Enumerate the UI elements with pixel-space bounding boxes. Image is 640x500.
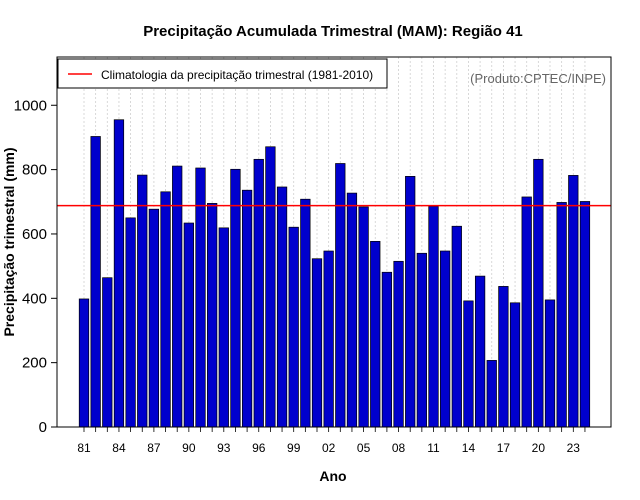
- bar-95: [241, 189, 253, 428]
- bar-87: [148, 208, 160, 428]
- y-tick-label-800: 800: [22, 162, 47, 179]
- bar-16: [486, 360, 497, 428]
- chart-title: Precipitação Acumulada Trimestral (MAM):…: [143, 23, 523, 40]
- bar-series: [78, 119, 591, 428]
- bar-24: [579, 201, 591, 428]
- y-tick-label-600: 600: [22, 226, 47, 243]
- x-tick-label-11: 11: [427, 441, 440, 455]
- bar-09: [405, 176, 416, 428]
- bar-19: [521, 196, 532, 428]
- bar-10: [416, 252, 427, 428]
- bar-15: [474, 275, 486, 428]
- bar-84: [113, 119, 125, 428]
- y-tick-label-0: 0: [39, 419, 47, 436]
- plot-frame: [56, 56, 612, 428]
- x-tick-label-96: 96: [252, 441, 266, 455]
- bar-11: [428, 205, 439, 428]
- x-tick-label-08: 08: [392, 441, 406, 455]
- y-tick-label-1000: 1000: [14, 97, 47, 114]
- grid-lines: [83, 57, 586, 427]
- bar-97: [265, 146, 276, 428]
- bar-83: [102, 277, 113, 428]
- bar-82: [90, 136, 101, 428]
- bar-81: [78, 298, 90, 428]
- bar-21: [544, 299, 556, 428]
- legend-box: [57, 58, 388, 89]
- bar-23: [568, 175, 579, 428]
- x-tick-label-14: 14: [462, 441, 476, 455]
- bar-00: [300, 198, 311, 428]
- x-tick-label-23: 23: [567, 441, 581, 455]
- x-tick-label-02: 02: [322, 441, 336, 455]
- bar-92: [207, 203, 218, 428]
- bar-99: [288, 226, 299, 428]
- x-tick-label-81: 81: [77, 441, 91, 455]
- bar-13: [451, 225, 462, 428]
- bar-06: [370, 241, 381, 428]
- x-tick-label-05: 05: [357, 441, 371, 455]
- x-tick-label-87: 87: [147, 441, 161, 455]
- bar-02: [323, 250, 334, 428]
- legend: Climatologia da precipitação trimestral …: [57, 58, 388, 89]
- bar-86: [137, 174, 148, 428]
- bar-22: [556, 202, 567, 428]
- x-tick-label-84: 84: [112, 441, 126, 455]
- bar-96: [253, 158, 264, 428]
- x-tick-label-17: 17: [497, 441, 511, 455]
- bar-88: [160, 191, 171, 428]
- bar-94: [230, 168, 241, 428]
- bar-85: [125, 217, 136, 428]
- bar-03: [335, 163, 346, 428]
- x-axis: 81 84 87 90 93 96 99 02 05 08 11 14 17 20 23: [77, 427, 586, 455]
- bar-12: [440, 250, 451, 428]
- bar-20: [533, 158, 544, 428]
- bar-17: [498, 286, 509, 428]
- bar-08: [393, 260, 404, 428]
- bar-05: [358, 206, 369, 428]
- bar-01: [311, 258, 323, 428]
- legend-climatology-label: Climatologia da precipitação trimestral …: [101, 68, 373, 82]
- bar-90: [183, 222, 194, 428]
- y-axis: 0 200 400 600 800 1000: [14, 97, 57, 436]
- x-tick-label-90: 90: [182, 441, 196, 455]
- credit-text: (Produto:CPTEC/INPE): [470, 71, 606, 86]
- bar-14: [463, 300, 474, 428]
- x-tick-label-93: 93: [217, 441, 231, 455]
- bar-18: [509, 302, 521, 428]
- x-tick-label-20: 20: [532, 441, 546, 455]
- bar-98: [276, 186, 288, 428]
- x-axis-title: Ano: [319, 468, 346, 484]
- y-axis-title: Precipitação trimestral (mm): [1, 147, 17, 336]
- bar-93: [218, 227, 229, 428]
- bar-91: [195, 167, 206, 428]
- y-tick-label-400: 400: [22, 290, 47, 307]
- y-tick-label-200: 200: [22, 355, 47, 372]
- bar-07: [381, 271, 393, 428]
- bar-04: [346, 192, 358, 428]
- x-tick-label-99: 99: [287, 441, 301, 455]
